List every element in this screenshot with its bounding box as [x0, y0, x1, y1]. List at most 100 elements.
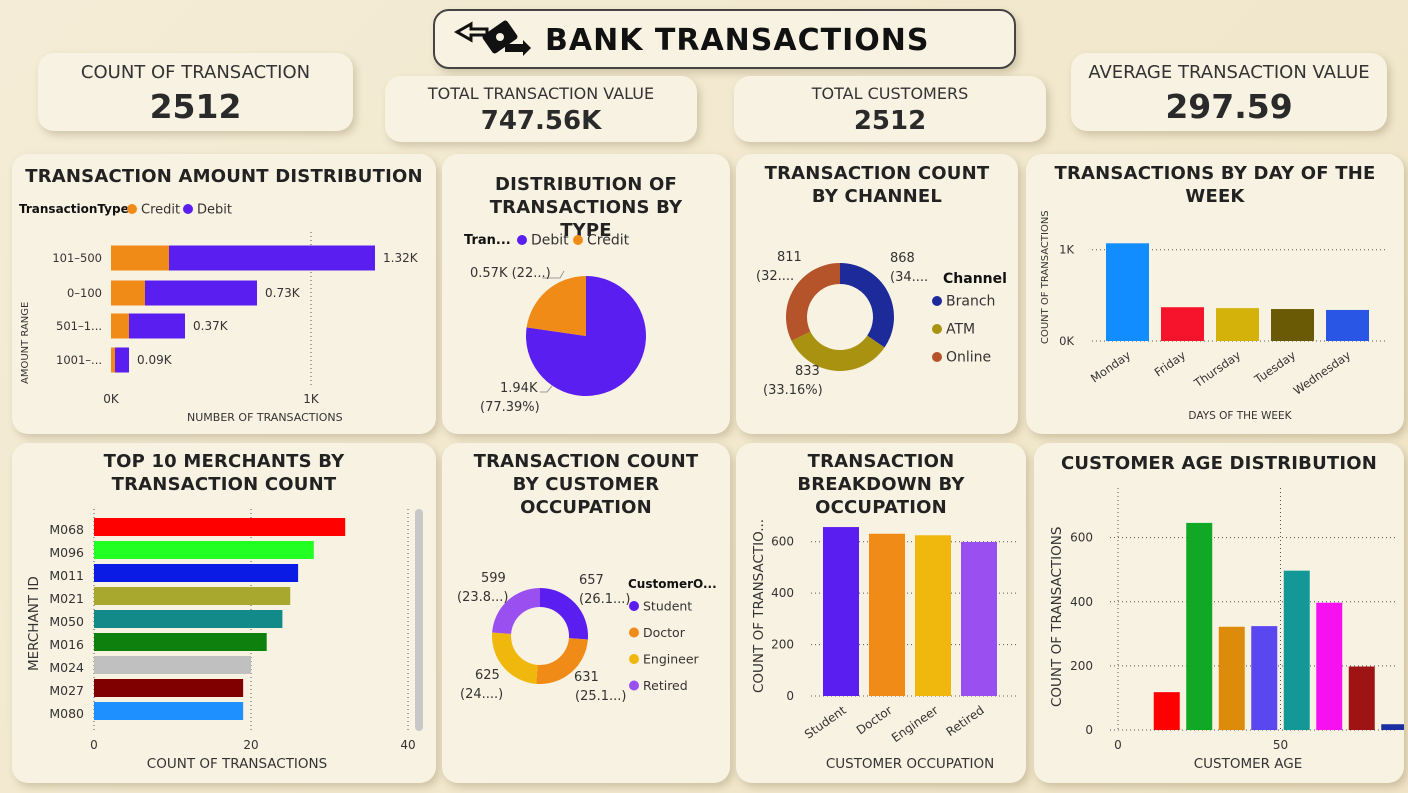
merchants-bar-m080 [94, 702, 244, 720]
amount-bar-debit [129, 313, 185, 339]
type-data-label-debit: 1.94K [500, 381, 538, 396]
type-leader-line [542, 270, 565, 279]
dow-xtick: Wednesday [1291, 348, 1354, 398]
occbar-bar-retired [961, 541, 997, 696]
occbar-ytick: 400 [771, 586, 794, 600]
amount-data-label: 0.37K [193, 319, 229, 333]
amount-legend-credit-label: Credit [141, 203, 180, 218]
merchants-category-label: M024 [49, 660, 84, 675]
amount-bar-debit [115, 347, 129, 373]
age-bar [1381, 724, 1404, 730]
occupation-legend-title: CustomerO... [628, 577, 717, 591]
age-xaxis-label: CUSTOMER AGE [1194, 756, 1303, 772]
merchants-xtick: 0 [90, 738, 98, 752]
amount-distribution-chart: TransactionType Credit Debit 101–500 1.32K 0–… [19, 202, 419, 424]
merchants-category-label: M021 [49, 591, 84, 606]
occupation-bars-title: TRANSACTION BREAKDOWN BY OCCUPATION [797, 451, 965, 518]
merchants-category-label: M016 [49, 637, 84, 652]
dow-xaxis-label: DAYS OF THE WEEK [1188, 410, 1292, 422]
occupation-legend-retired-label: Retired [643, 678, 688, 693]
type-legend-debit-label: Debit [531, 233, 569, 249]
occbar-xtick: Engineer [889, 703, 941, 745]
occupation-legend-engineer-marker [629, 654, 639, 664]
occupation-data-label-retired-pct: (23.8...) [457, 590, 509, 605]
dow-ytick: 0K [1059, 334, 1074, 348]
merchants-bar-m050 [94, 610, 283, 628]
age-bar [1186, 522, 1213, 730]
occbar-ytick: 200 [771, 638, 794, 652]
amount-distribution-title: TRANSACTION AMOUNT DISTRIBUTION [25, 166, 423, 187]
top-merchants-chart: 0 20 40 M068 M096 M011 M021 M050 M016 M024 M027 M08… [26, 509, 416, 772]
occupation-donut-title: TRANSACTION COUNT BY CUSTOMER OCCUPATION [473, 451, 699, 518]
occbar-yaxis-label: COUNT OF TRANSACTIO... [751, 519, 767, 693]
kpi-total-value-card: TOTAL TRANSACTION VALUE 747.56K [385, 76, 697, 142]
occupation-data-label-engineer-pct: (24....) [460, 687, 503, 702]
age-ytick: 600 [1070, 531, 1093, 545]
channel-legend-title: Channel [943, 271, 1007, 287]
occbar-bar-engineer [915, 535, 951, 696]
type-legend-credit-marker [573, 235, 583, 245]
amount-category-label: 0–100 [67, 286, 102, 300]
panel-top-merchants: TOP 10 MERCHANTS BY TRANSACTION COUNT 0 2… [12, 443, 436, 783]
channel-data-label-atm: 833 [795, 364, 820, 379]
occupation-donut-chart: CustomerO... Student Doctor Engineer Retired… [457, 571, 717, 704]
occbar-xtick: Student [802, 703, 849, 742]
merchants-category-label: M096 [49, 545, 84, 560]
amount-legend-title: TransactionType [19, 202, 129, 216]
age-ytick: 200 [1070, 659, 1093, 673]
merchants-bar-m068 [94, 518, 346, 536]
kpi-count-label: COUNT OF TRANSACTION [80, 62, 311, 83]
amount-xtick: 0K [103, 392, 120, 406]
age-bar [1283, 570, 1310, 730]
age-yaxis-label: COUNT OF TRANSACTIONS [1049, 527, 1065, 707]
occupation-donut-slice-student [540, 588, 588, 640]
type-pie-slice-debit [526, 276, 646, 397]
occupation-data-label-student-pct: (26.1...) [579, 592, 631, 607]
occupation-donut-slice-doctor [536, 638, 588, 684]
amount-legend-debit-marker [183, 204, 193, 214]
kpi-total-value-value: 747.56K [480, 106, 602, 136]
age-bar [1218, 626, 1245, 730]
dow-yaxis-label: COUNT OF TRANSACTIONS [1040, 210, 1051, 344]
kpi-count-card: COUNT OF TRANSACTION 2512 [38, 53, 353, 131]
channel-legend-online-label: Online [946, 350, 991, 366]
occbar-ytick: 0 [786, 689, 794, 703]
amount-data-label: 1.32K [383, 251, 419, 265]
occbar-ytick: 600 [771, 535, 794, 549]
amount-bar-credit [111, 313, 129, 339]
merchants-bar-m011 [94, 564, 299, 582]
merchants-category-label: M080 [49, 706, 84, 721]
merchants-category-label: M050 [49, 614, 84, 629]
occupation-legend-student-label: Student [643, 599, 692, 614]
kpi-average-value: 297.59 [1165, 87, 1293, 126]
occupation-legend-doctor-label: Doctor [643, 625, 686, 640]
age-bar [1251, 626, 1278, 730]
age-bar [1348, 666, 1375, 730]
page-title: BANK TRANSACTIONS [545, 23, 930, 58]
occupation-data-label-student: 657 [579, 573, 604, 588]
occbar-xtick: Doctor [854, 703, 895, 738]
age-xtick: 50 [1273, 738, 1288, 752]
merchants-xaxis-label: COUNT OF TRANSACTIONS [147, 756, 327, 772]
channel-legend-online-marker [932, 352, 942, 362]
amount-category-label: 501–1... [56, 319, 102, 333]
channel-donut-slice-atm [791, 331, 885, 371]
day-of-week-title: TRANSACTIONS BY DAY OF THE WEEK [1054, 163, 1376, 207]
channel-legend-branch-label: Branch [946, 294, 995, 310]
amount-bar-credit [111, 347, 115, 373]
amount-category-label: 101–500 [52, 251, 102, 265]
channel-donut-slice-branch [840, 263, 894, 348]
dow-bar-monday [1106, 243, 1149, 341]
occbar-bar-student [823, 527, 859, 696]
type-data-label-credit: 0.57K (22...) [470, 266, 551, 281]
amount-yaxis-label: AMOUNT RANGE [20, 302, 31, 384]
occupation-data-label-retired: 599 [481, 571, 506, 586]
merchants-scrollbar[interactable] [415, 509, 423, 731]
occupation-donut-slice-retired [492, 588, 540, 634]
panel-occupation-bars: TRANSACTION BREAKDOWN BY OCCUPATION 0 200… [736, 443, 1026, 783]
age-distribution-chart: 0 200 400 600 0 50 CUSTOMER AGE COUNT OF TRANSA… [1049, 488, 1404, 772]
dow-xtick: Thursday [1191, 348, 1244, 391]
merchants-xtick: 40 [400, 738, 415, 752]
occupation-data-label-doctor: 631 [574, 670, 599, 685]
